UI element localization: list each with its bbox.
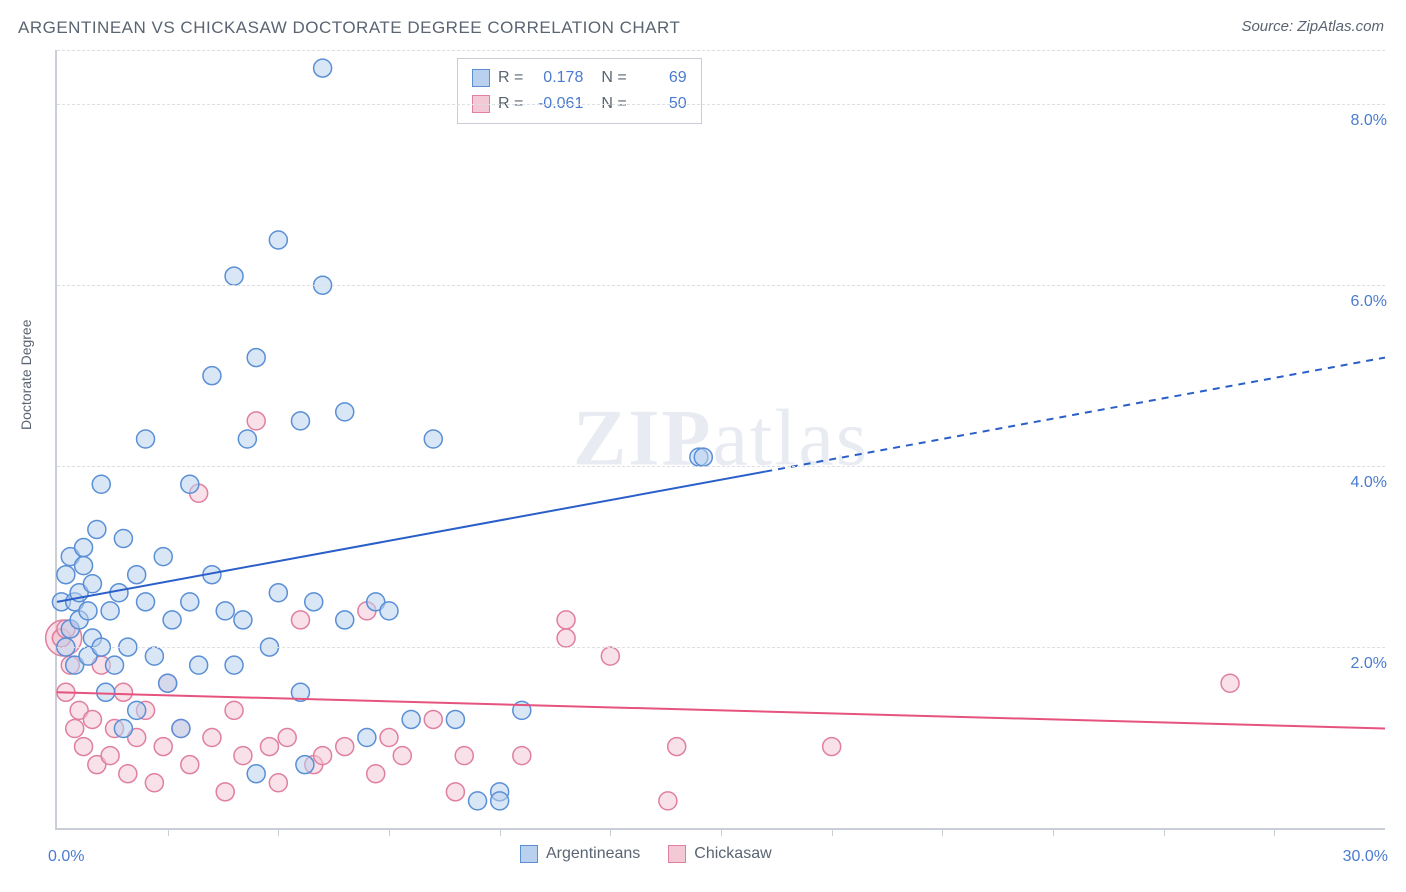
n-value-argentineans: 69 [635,69,687,87]
chart-title: ARGENTINEAN VS CHICKASAW DOCTORATE DEGRE… [18,18,680,38]
plot-area: ZIPatlas R = 0.178 N = 69 R = -0.061 N =… [55,50,1385,830]
x-axis-max: 30.0% [1343,848,1388,866]
legend-item-chickasaw: Chickasaw [668,845,771,863]
stats-legend-box: R = 0.178 N = 69 R = -0.061 N = 50 [457,58,702,124]
y-tick-label: 4.0% [1351,474,1387,492]
legend-label-argentineans: Argentineans [546,845,640,863]
x-axis-min: 0.0% [48,848,84,866]
y-tick-label: 6.0% [1351,293,1387,311]
legend-label-chickasaw: Chickasaw [694,845,771,863]
swatch-argentineans [472,69,490,87]
stats-row-argentineans: R = 0.178 N = 69 [472,65,687,91]
y-axis-label: Doctorate Degree [18,319,34,430]
bottom-legend: Argentineans Chickasaw [520,845,772,863]
source-text: Source: ZipAtlas.com [1241,18,1384,35]
swatch-chickasaw [668,845,686,863]
y-tick-label: 8.0% [1351,112,1387,130]
swatch-argentineans [520,845,538,863]
legend-item-argentineans: Argentineans [520,845,640,863]
r-label: R = [498,69,523,87]
chart-svg [57,50,1385,828]
y-tick-label: 2.0% [1351,655,1387,673]
n-label: N = [601,69,626,87]
r-value-argentineans: 0.178 [531,69,583,87]
